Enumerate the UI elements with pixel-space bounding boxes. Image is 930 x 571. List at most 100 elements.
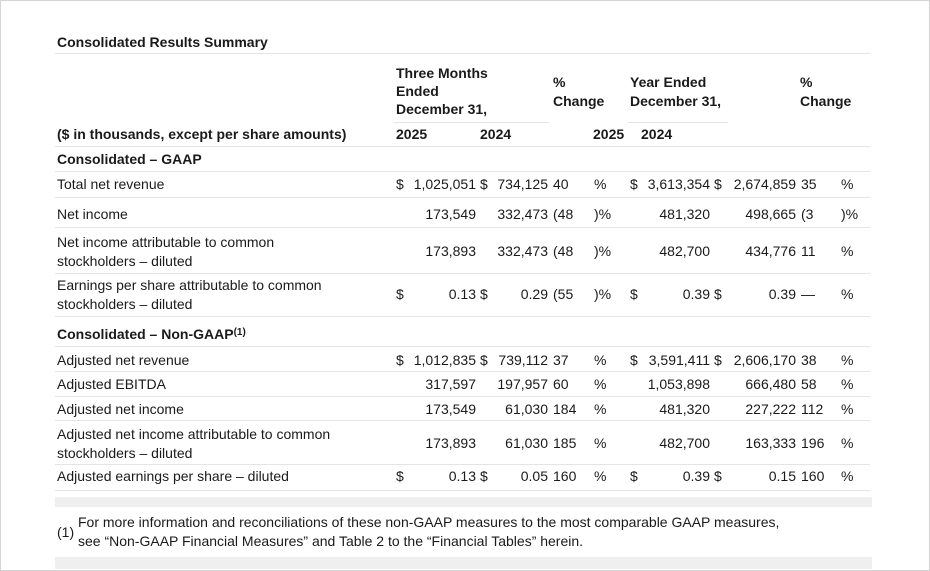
q-change-unit: )%: [594, 286, 612, 302]
y2025-value: 0.39: [682, 468, 710, 484]
q-change-value: (55: [553, 286, 574, 302]
row-label-cont: stockholders – diluted: [57, 445, 193, 461]
q-change-value: (48: [553, 206, 574, 222]
y-change-unit: %: [841, 435, 854, 451]
units-label: ($ in thousands, except per share amount…: [57, 126, 347, 142]
dollar-sign: $: [480, 468, 488, 484]
q2025-value: 173,549: [425, 206, 476, 222]
row-label: Adjusted EBITDA: [57, 376, 166, 392]
y-change-value: 58: [801, 376, 817, 392]
dollar-sign: $: [396, 286, 404, 302]
y2025-value: 482,700: [659, 243, 710, 259]
q-change-unit: %: [594, 401, 607, 417]
y2025-value: 1,053,898: [647, 376, 710, 392]
q-change-value: 184: [553, 401, 577, 417]
y2024-value: 0.15: [768, 468, 796, 484]
row-label: Net income: [57, 206, 128, 222]
row-divider: [55, 396, 870, 397]
header-ended: Ended: [396, 83, 439, 99]
y2024-value: 227,222: [745, 401, 796, 417]
year-2024-q: 2024: [480, 126, 512, 142]
row-label-cont: stockholders – diluted: [57, 296, 193, 312]
header-year-ended: Year Ended: [630, 74, 707, 90]
year-2024-y: 2024: [641, 126, 673, 142]
y2024-value: 0.39: [768, 286, 796, 302]
q-change-unit: )%: [594, 206, 612, 222]
q2025-value: 1,012,835: [413, 352, 476, 368]
y-change-value: 160: [801, 468, 825, 484]
y-change-unit: %: [841, 376, 854, 392]
year-2025-y: 2025: [593, 126, 625, 142]
q-change-value: 40: [553, 176, 569, 192]
header-rule-y: [628, 122, 728, 123]
q2025-value: 317,597: [425, 376, 476, 392]
q2024-value: 0.29: [520, 286, 548, 302]
y2024-value: 2,606,170: [733, 352, 796, 368]
q2025-value: 1,025,051: [413, 176, 476, 192]
divider: [55, 146, 870, 147]
header-three-months: Three Months: [396, 65, 488, 81]
q-change-value: 185: [553, 435, 577, 451]
q-change-unit: %: [594, 468, 607, 484]
dollar-sign: $: [396, 468, 404, 484]
row-label-cont: stockholders – diluted: [57, 253, 193, 269]
dollar-sign: $: [630, 468, 638, 484]
y2024-value: 498,665: [745, 206, 796, 222]
q2025-value: 173,893: [425, 243, 476, 259]
section-non-gaap-label: Consolidated – Non-GAAP: [57, 326, 234, 342]
row-label: Adjusted net income: [57, 401, 184, 417]
q-change-value: (48: [553, 243, 574, 259]
y2025-value: 481,320: [659, 401, 710, 417]
table-bottom-band: [55, 497, 872, 507]
section-non-gaap: Consolidated – Non-GAAP(1): [57, 325, 246, 344]
footnote-ref: (1): [233, 327, 246, 338]
header-dec31-a: December 31,: [396, 101, 488, 117]
y-change-unit: %: [841, 176, 854, 192]
y2024-value: 2,674,859: [733, 176, 796, 192]
row-divider: [55, 464, 870, 465]
header-change-a: Change: [553, 93, 605, 109]
header-rule-q: [394, 122, 549, 123]
y2025-value: 3,613,354: [647, 176, 710, 192]
y-change-value: 35: [801, 176, 817, 192]
y-change-unit: %: [841, 401, 854, 417]
q2024-value: 61,030: [505, 401, 548, 417]
year-2025-q: 2025: [396, 126, 428, 142]
y2024-value: 434,776: [745, 243, 796, 259]
footnote-line-1: For more information and reconciliations…: [78, 514, 780, 530]
row-divider: [55, 420, 870, 421]
section-gaap: Consolidated – GAAP: [57, 151, 202, 167]
dollar-sign: $: [630, 286, 638, 302]
y-change-unit: %: [841, 468, 854, 484]
dollar-sign: $: [714, 176, 722, 192]
dollar-sign: $: [714, 286, 722, 302]
dollar-sign: $: [480, 176, 488, 192]
footnote-text: For more information and reconciliations…: [78, 513, 868, 551]
q-change-unit: %: [594, 376, 607, 392]
row-label: Adjusted earnings per share – diluted: [57, 468, 289, 484]
header-change-b: Change: [800, 93, 852, 109]
row-label: Adjusted net revenue: [57, 352, 190, 368]
y-change-value: (3: [801, 206, 814, 222]
y-change-unit: %: [841, 243, 854, 259]
row-label: Total net revenue: [57, 176, 165, 192]
dollar-sign: $: [630, 176, 638, 192]
dollar-sign: $: [714, 468, 722, 484]
y2024-value: 666,480: [745, 376, 796, 392]
y-change-value: 196: [801, 435, 825, 451]
divider: [55, 53, 870, 54]
y2025-value: 481,320: [659, 206, 710, 222]
header-pct-b1: %: [800, 74, 813, 90]
footnote-mark: (1): [57, 524, 75, 540]
y-change-value: 11: [801, 243, 816, 259]
q2024-value: 734,125: [497, 176, 548, 192]
q2024-value: 197,957: [497, 376, 548, 392]
q-change-unit: %: [594, 352, 607, 368]
dollar-sign: $: [396, 176, 404, 192]
row-label: Adjusted net income attributable to comm…: [57, 426, 331, 442]
y-change-unit: %: [841, 352, 854, 368]
dollar-sign: $: [480, 286, 488, 302]
row-divider: [55, 227, 870, 228]
y2024-value: 163,333: [745, 435, 796, 451]
q2025-value: 0.13: [448, 468, 476, 484]
